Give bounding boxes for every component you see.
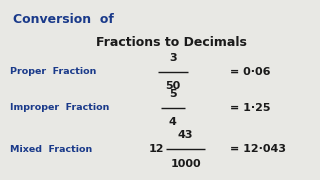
Text: Mixed  Fraction: Mixed Fraction [10,145,92,154]
Text: 12: 12 [149,144,164,154]
Text: 43: 43 [178,130,193,140]
Text: 1000: 1000 [170,159,201,169]
Text: Improper  Fraction: Improper Fraction [10,103,109,112]
Text: = 1·25: = 1·25 [230,103,271,113]
Text: 5: 5 [169,89,177,99]
Text: = 0·06: = 0·06 [230,67,271,77]
Text: = 12·043: = 12·043 [230,144,286,154]
Text: 50: 50 [165,81,180,91]
Text: 3: 3 [169,53,177,63]
Text: Proper  Fraction: Proper Fraction [10,68,96,76]
Text: Conversion  of: Conversion of [13,13,114,26]
Text: Fractions to Decimals: Fractions to Decimals [96,36,247,49]
Text: 4: 4 [169,117,177,127]
